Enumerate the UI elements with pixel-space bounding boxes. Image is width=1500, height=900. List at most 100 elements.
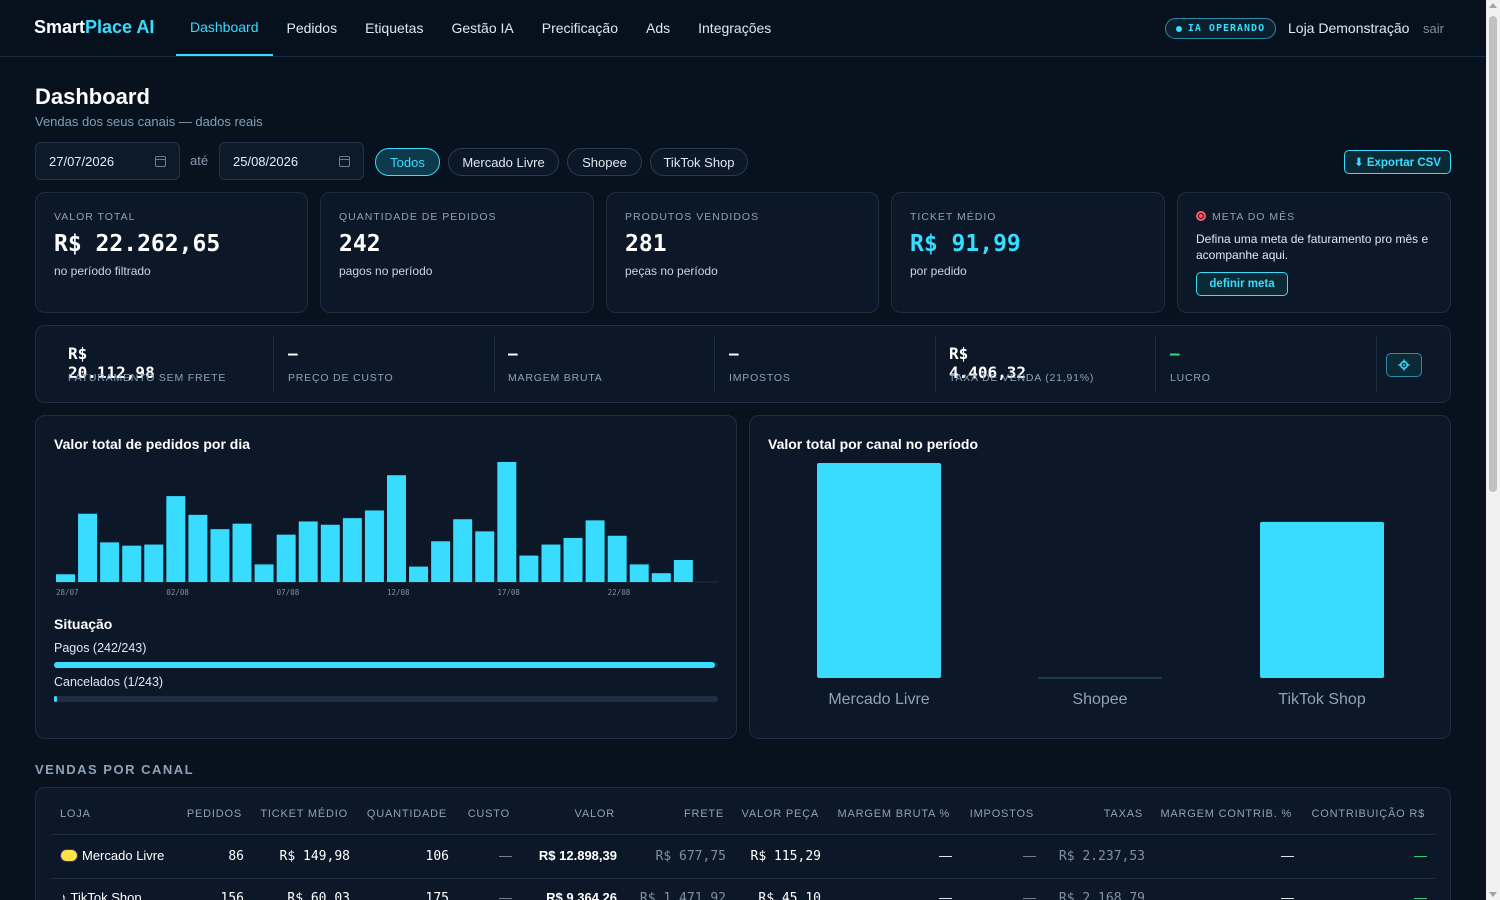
cancelled-progress-bar [54,696,718,702]
table-row[interactable]: ♪ TikTok Shop 156 R$ 60,03 175 — R$ 9.364… [36,878,1450,900]
chart-bar [56,574,75,582]
kpi-label: VALOR TOTAL [54,211,136,223]
tab-precificacao[interactable]: Precificação [541,20,618,36]
store-cell: ♪ TikTok Shop [60,890,142,900]
sales-by-channel-table: LOJA PEDIDOS TICKET MÉDIO QUANTIDADE CUS… [35,787,1451,900]
chart-bar [563,537,583,582]
column-header[interactable]: MARGEM CONTRIB. % [1160,808,1292,820]
chart-bar [629,564,649,582]
channel-chip-todos[interactable]: Todos [375,148,440,176]
set-goal-button[interactable]: definir meta [1196,272,1288,296]
kpi-label: QUANTIDADE DE PEDIDOS [339,211,497,223]
goal-label: META DO MÊS [1196,211,1295,223]
scroll-up-icon[interactable] [1489,3,1497,8]
kpi-card-produtos: PRODUTOS VENDIDOS 281 peças no período [606,192,879,313]
channel-chip-shopee[interactable]: Shopee [567,148,642,176]
x-tick-label: 17/08 [497,588,520,597]
chart-bar [817,463,941,678]
tab-gestao-ia[interactable]: Gestão IA [451,20,514,36]
brand-logo[interactable]: SmartPlace AI [34,17,155,37]
page-title: Dashboard [35,84,150,109]
channel-chip-tiktok-shop[interactable]: TikTok Shop [650,148,748,176]
chart-bar [78,513,98,582]
tab-integracoes[interactable]: Integrações [698,20,772,36]
scrollbar[interactable] [1486,0,1500,900]
daily-orders-chart: 28/07 02/08 07/08 12/08 17/08 22/08 [56,462,718,597]
column-header[interactable]: IMPOSTOS [969,808,1034,820]
contribution-cell: — [1414,848,1427,863]
kpi-label: PRODUTOS VENDIDOS [625,211,760,223]
situation-paid-label: Pagos (242/243) [54,641,147,655]
logout-link[interactable]: sair [1423,21,1444,36]
column-header[interactable]: MARGEM BRUTA % [837,808,950,820]
until-label: até [190,153,209,168]
column-header[interactable]: LOJA [60,808,91,820]
store-name[interactable]: Loja Demonstração [1288,20,1410,36]
calendar-icon[interactable] [339,155,350,167]
column-header[interactable]: TAXAS [1103,808,1143,820]
column-header[interactable]: PEDIDOS [186,808,242,820]
taxes-cell: — [1023,890,1036,900]
column-header[interactable]: TICKET MÉDIO [260,808,348,820]
kpi-card-meta: META DO MÊS Defina uma meta de faturamen… [1177,192,1451,313]
chart-bar [409,566,429,582]
kpi-card-valor-total: VALOR TOTAL R$ 22.262,65 no período filt… [35,192,308,313]
channel-chip-mercado-livre[interactable]: Mercado Livre [448,148,559,176]
section-title-vendas-canal: VENDAS POR CANAL [35,762,195,777]
category-label: Shopee [1072,691,1127,708]
date-to-input[interactable]: 25/08/2026 [219,142,364,180]
chart-bar [453,519,473,582]
tab-dashboard[interactable]: Dashboard [176,0,273,56]
calendar-icon[interactable] [155,155,166,167]
kpi-card-pedidos: QUANTIDADE DE PEDIDOS 242 pagos no perío… [320,192,594,313]
status-dot-icon [1175,25,1182,32]
chart-bar [651,573,671,582]
scroll-down-icon[interactable] [1489,892,1497,897]
column-header[interactable]: CONTRIBUIÇÃO R$ [1311,808,1425,820]
fees-cell: R$ 2.237,53 [1058,849,1145,864]
freight-cell: R$ 677,75 [655,849,726,864]
ticket-cell: R$ 60,03 [287,891,350,900]
orders-cell: 156 [220,891,244,900]
contrib-margin-cell: — [1281,848,1294,863]
piece-value-cell: R$ 115,29 [750,849,821,864]
chart-bar [431,541,451,582]
chart-bar [519,555,539,582]
chart-bar [475,531,495,582]
column-header[interactable]: CUSTO [467,808,510,820]
cost-cell: — [499,848,512,863]
top-nav: SmartPlace AI Dashboard Pedidos Etiqueta… [0,0,1486,57]
tab-pedidos[interactable]: Pedidos [286,20,338,36]
x-tick-label: 22/08 [608,588,631,597]
piece-value-cell: R$ 45,10 [758,891,821,900]
tab-etiquetas[interactable]: Etiquetas [365,20,424,36]
contrib-margin-cell: — [1281,890,1294,900]
tiktok-icon: ♪ [60,890,67,900]
kpi-sub: peças no período [625,264,718,278]
column-header[interactable]: QUANTIDADE [366,808,447,820]
chart-bar [541,544,561,582]
tab-ads[interactable]: Ads [646,20,671,36]
chart-title: Valor total de pedidos por dia [54,436,251,452]
kpi-sub: por pedido [910,264,967,278]
export-csv-button[interactable]: ⬇ Exportar CSV [1344,150,1451,174]
gear-icon[interactable] [1398,359,1410,371]
date-from-input[interactable]: 27/07/2026 [35,142,180,180]
finance-settings-button[interactable] [1386,353,1422,377]
table-row[interactable]: Mercado Livre 86 R$ 149,98 106 — R$ 12.8… [36,834,1450,878]
x-tick-label: 28/07 [56,588,79,597]
column-header[interactable]: VALOR PEÇA [741,808,819,820]
daily-chart-card: Valor total de pedidos por dia 28/07 02/0… [35,415,737,739]
fees-cell: R$ 2.168,79 [1058,891,1145,900]
chart-bar [188,514,208,582]
kpi-label: TICKET MÉDIO [910,211,997,223]
nav-tabs: Dashboard Pedidos Etiquetas Gestão IA Pr… [176,0,785,56]
taxes-cell: — [1023,848,1036,863]
channel-chart-card: Valor total por canal no período Mercado… [749,415,1451,739]
column-header[interactable]: VALOR [574,808,615,820]
contribution-cell: — [1414,890,1427,900]
scroll-thumb[interactable] [1489,16,1497,492]
column-header[interactable]: FRETE [683,808,724,820]
kpi-value: 281 [625,231,667,257]
x-tick-label: 02/08 [166,588,189,597]
